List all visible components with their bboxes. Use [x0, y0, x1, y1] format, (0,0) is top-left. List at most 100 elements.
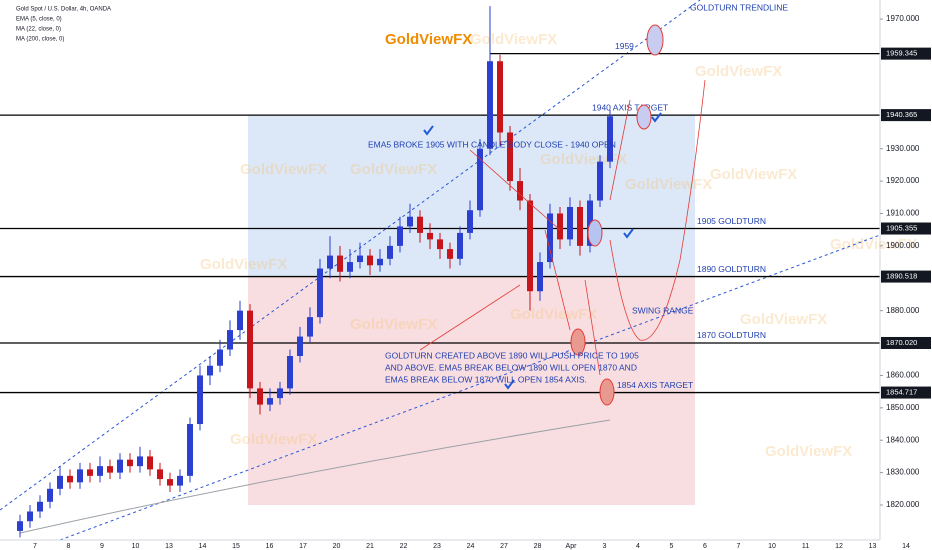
candle-body: [477, 148, 483, 211]
annotation: GOLDTURN CREATED ABOVE 1890 WILL PUSH PR…: [385, 350, 639, 360]
candle-body: [337, 255, 343, 272]
candle-body: [277, 388, 283, 399]
candle-body: [357, 255, 363, 263]
level-label: 1940 AXIS TARGET: [592, 102, 668, 112]
watermark: GoldViewFX: [350, 161, 437, 178]
candle-body: [527, 200, 533, 292]
x-tick-label: 21: [366, 543, 374, 550]
y-tick-label: 1930.000: [886, 144, 920, 153]
y-tick-label: 1920.000: [886, 176, 920, 185]
price-tag-label: 1940.365: [886, 110, 917, 119]
x-tick-label: 9: [100, 543, 104, 550]
y-tick-label: 1840.000: [886, 435, 920, 444]
level-label: 1890 GOLDTURN: [697, 264, 766, 274]
price-tag: [881, 336, 931, 349]
candle-body: [507, 132, 513, 182]
candle-body: [457, 232, 463, 259]
annotation: SWING RANGE: [632, 305, 694, 315]
symbol-title: Gold Spot / U.S. Dollar, 4h, OANDA: [16, 7, 111, 13]
x-tick-label: 4: [636, 543, 640, 550]
candle-body: [197, 375, 203, 425]
x-tick-label: 3: [603, 543, 607, 550]
candle-body: [397, 226, 403, 246]
price-tag: [881, 47, 931, 60]
x-tick-label: 10: [132, 543, 140, 550]
circle: [570, 328, 586, 356]
candle-body: [137, 456, 143, 467]
level-label: 1870 GOLDTURN: [697, 330, 766, 340]
candle-body: [147, 456, 153, 470]
x-tick-label: 17: [299, 543, 307, 550]
x-tick-label: Apr: [566, 543, 578, 550]
candle-body: [607, 116, 613, 162]
candle-body: [297, 336, 303, 357]
candle-body: [107, 466, 113, 473]
x-tick-label: 5: [670, 543, 674, 550]
x-tick-label: 8: [67, 543, 71, 550]
x-tick-label: 13: [869, 543, 877, 550]
x-tick-label: 15: [232, 543, 240, 550]
candle-body: [237, 310, 243, 331]
candle-body: [567, 206, 573, 240]
candle-body: [87, 469, 93, 476]
zone: [248, 115, 695, 277]
price-tag: [881, 270, 931, 283]
watermark: GoldViewFX: [625, 176, 712, 193]
candle-body: [177, 475, 183, 486]
y-tick-label: 1830.000: [886, 468, 920, 477]
circle: [587, 219, 603, 247]
candle-body: [267, 398, 273, 405]
price-tag: [881, 386, 931, 399]
candle-body: [127, 459, 133, 467]
x-tick-label: 23: [433, 543, 441, 550]
annotation: GOLDTURN TRENDLINE: [690, 2, 788, 12]
candle-body: [327, 255, 333, 269]
candle-body: [57, 475, 63, 489]
candle-body: [597, 161, 603, 201]
indicator-label: MA (22, close, 0): [16, 27, 61, 33]
indicator-label: MA (200, close, 0): [16, 37, 64, 43]
y-tick-label: 1880.000: [886, 306, 920, 315]
watermark: GoldViewFX: [230, 431, 317, 448]
price-tag: [881, 109, 931, 122]
candle-body: [427, 232, 433, 240]
x-tick-label: 12: [835, 543, 843, 550]
candle-body: [77, 469, 83, 483]
x-tick-label: 20: [333, 543, 341, 550]
candle-body: [227, 330, 233, 350]
x-tick-label: 10: [768, 543, 776, 550]
candle-body: [47, 488, 53, 502]
candle-body: [287, 356, 293, 389]
watermark: GoldViewFX: [470, 31, 557, 48]
annotation: EMA5 BROKE 1905 WITH CANDLE BODY CLOSE -…: [368, 139, 616, 149]
price-tag-label: 1959.345: [886, 49, 917, 58]
price-tag-label: 1890.518: [886, 272, 917, 281]
level-label: 1905 GOLDTURN: [697, 216, 766, 226]
candle-body: [467, 210, 473, 233]
candle-body: [367, 255, 373, 266]
candle-body: [497, 61, 503, 133]
price-tag-label: 1870.020: [886, 338, 917, 347]
candle-body: [517, 181, 523, 201]
candle-body: [307, 317, 313, 337]
watermark: GoldViewFX: [540, 151, 627, 168]
watermark: GoldViewFX: [695, 63, 782, 80]
price-tag: [881, 222, 931, 235]
watermark: GoldViewFX: [740, 311, 827, 328]
x-tick-label: 14: [902, 543, 910, 550]
price-tag-label: 1905.355: [886, 224, 917, 233]
candle-body: [257, 388, 263, 405]
candle-body: [437, 239, 443, 250]
candle-body: [17, 521, 23, 531]
y-tick-label: 1910.000: [886, 209, 920, 218]
circle: [646, 24, 664, 56]
trendline-lower: [59, 234, 881, 541]
candle-body: [447, 249, 453, 259]
candle-body: [97, 466, 103, 476]
watermark: GoldViewFX: [765, 443, 852, 460]
zone: [248, 276, 695, 506]
candle-body: [407, 216, 413, 227]
y-tick-label: 1820.000: [886, 500, 920, 509]
projection-path: [609, 79, 706, 341]
